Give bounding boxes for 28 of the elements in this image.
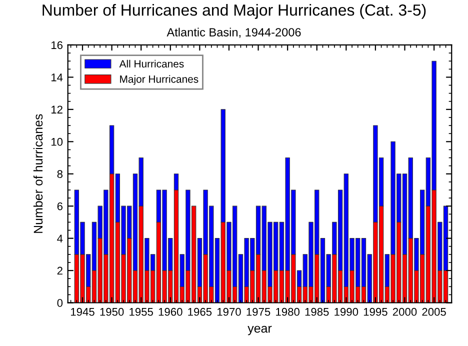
x-tick-label: 1945 — [70, 308, 94, 316]
x-tick-label: 1990 — [334, 308, 358, 316]
y-axis-title: Number of hurricanes — [33, 114, 43, 233]
x-tick-label: 1975 — [246, 308, 270, 316]
y-tick-label: 12 — [51, 106, 62, 114]
chart-title: Number of Hurricanes and Major Hurricanes (Cat. 3-5) — [42, 4, 426, 19]
x-tick-label: 1980 — [276, 308, 300, 316]
x-tick-label: 1995 — [364, 308, 388, 316]
x-tick-label: 1970 — [217, 308, 241, 316]
x-tick-label: 1985 — [305, 308, 329, 316]
y-tick-label: 14 — [51, 74, 63, 82]
x-tick-label: 2000 — [392, 308, 417, 316]
y-tick-label: 2 — [57, 266, 62, 275]
legend-label: All Hurricanes — [119, 60, 184, 68]
y-tick-label: 0 — [57, 299, 63, 307]
x-tick-label: 1960 — [158, 308, 182, 316]
x-tick-label: 1965 — [188, 308, 212, 316]
chart-subtitle: Atlantic Basin, 1944-2006 — [166, 28, 301, 38]
y-tick-label: 6 — [57, 202, 63, 210]
x-tick-label: 1955 — [130, 308, 153, 316]
y-tick-label: 8 — [57, 170, 63, 178]
legend-label: Major Hurricanes — [120, 75, 198, 85]
x-axis-title: year — [248, 326, 272, 336]
y-tick-label: 10 — [51, 138, 63, 146]
y-tick-label: 4 — [57, 234, 63, 242]
x-tick-label: 2005 — [422, 308, 446, 316]
x-tick-label: 1950 — [100, 308, 124, 316]
y-tick-label: 16 — [51, 41, 63, 50]
